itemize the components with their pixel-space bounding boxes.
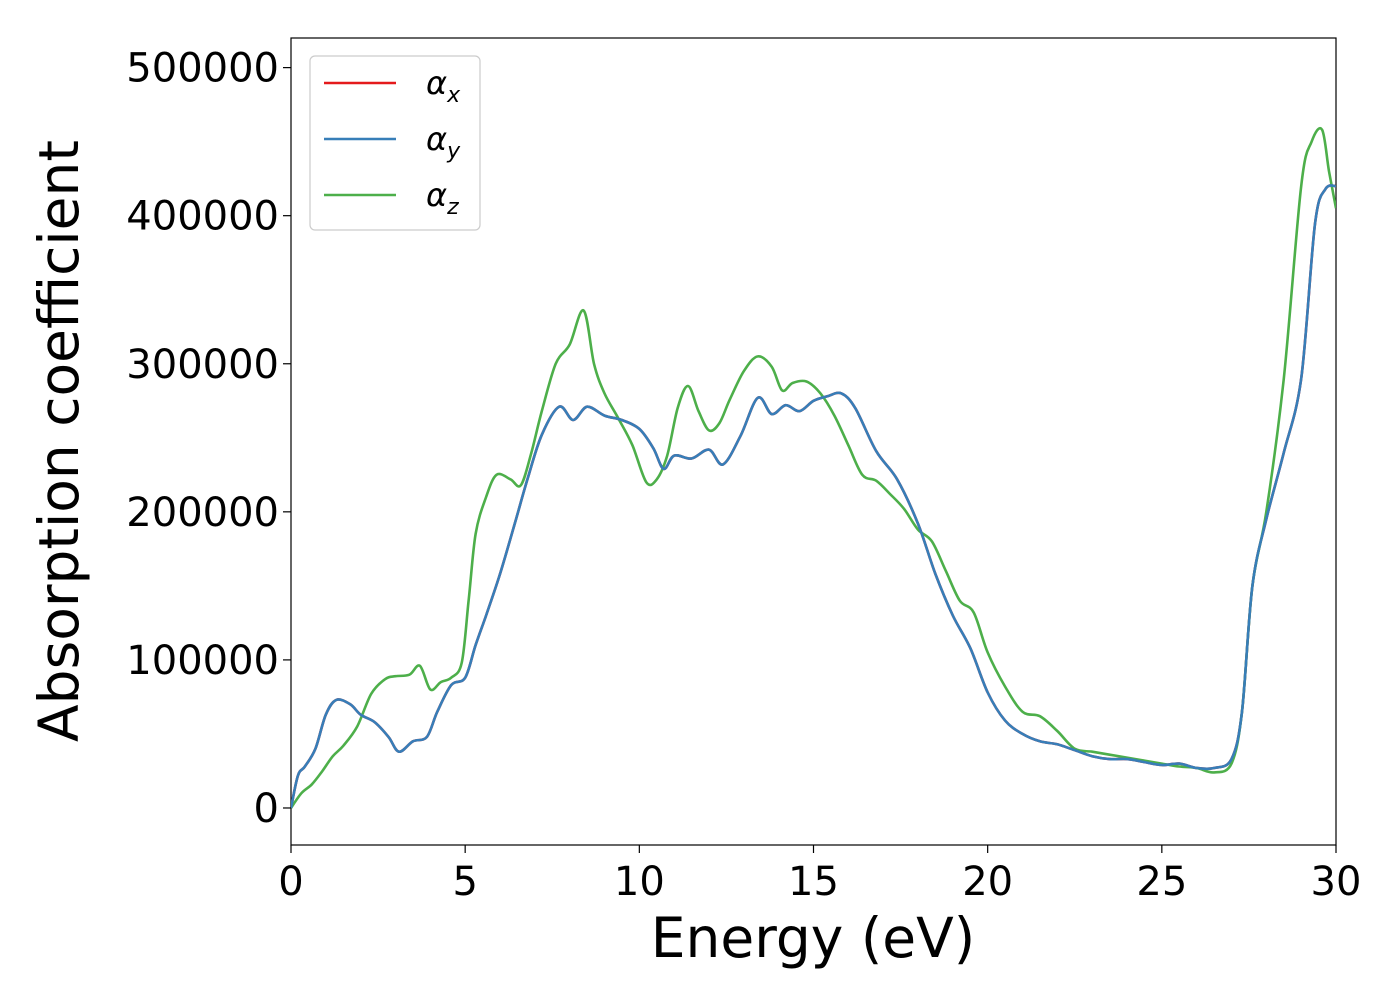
x-tick-label: 25 (1136, 859, 1187, 905)
x-tick-label: 10 (614, 859, 665, 905)
y-tick-label: 300000 (126, 342, 279, 388)
x-axis-title: Energy (eV) (651, 906, 975, 970)
y-axis-title: Absorption coefficient (27, 140, 91, 742)
legend-box (309, 55, 481, 231)
y-tick-label: 100000 (126, 638, 279, 684)
legend-label-subscript: y (446, 139, 461, 164)
x-tick-label: 0 (278, 859, 303, 905)
y-tick-label: 500000 (126, 46, 279, 92)
series-line-y (291, 184, 1336, 809)
x-tick-label: 5 (452, 859, 477, 905)
x-tick-label: 20 (962, 859, 1013, 905)
series-line-x (291, 184, 1336, 809)
x-axis-ticks: 0 5 10 15 20 25 30 (278, 845, 1361, 905)
x-tick-label: 30 (1311, 859, 1362, 905)
y-tick-label: 0 (254, 786, 279, 832)
y-tick-label: 200000 (126, 490, 279, 536)
y-tick-label: 400000 (126, 194, 279, 240)
x-tick-label: 15 (788, 859, 839, 905)
y-axis-ticks: 0 100000 200000 300000 400000 500000 (126, 46, 291, 832)
series-line-z (291, 126, 1336, 809)
legend-label-subscript: x (446, 83, 461, 108)
legend-label-subscript: z (446, 195, 459, 220)
series-layer (291, 126, 1336, 809)
